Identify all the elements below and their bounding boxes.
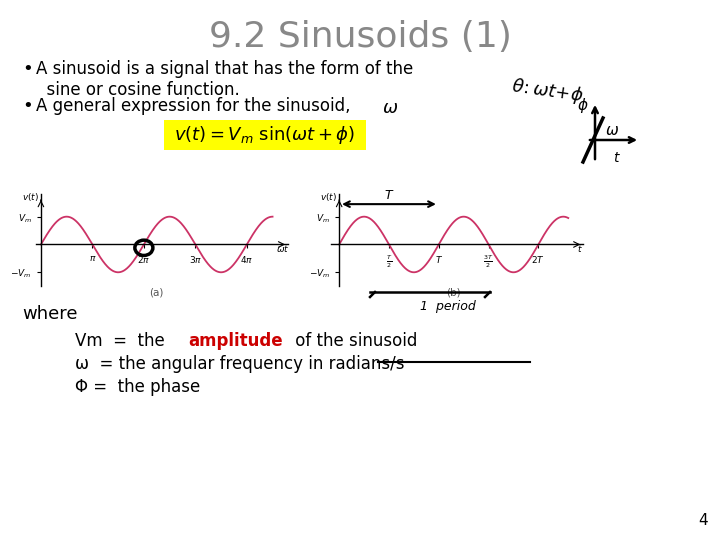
Text: $\phi$: $\phi$ [577,96,588,115]
Text: A general expression for the sinusoid,: A general expression for the sinusoid, [36,97,351,115]
Text: of the sinusoid: of the sinusoid [290,332,418,350]
Text: $\omega$: $\omega$ [605,123,619,138]
Text: ω  = the angular frequency in radians/s: ω = the angular frequency in radians/s [75,355,405,373]
Text: $t$: $t$ [613,151,621,165]
Text: •: • [22,97,32,115]
Text: (a): (a) [150,288,164,298]
Text: $t$: $t$ [577,243,583,254]
Text: A sinusoid is a signal that has the form of the
  sine or cosine function.: A sinusoid is a signal that has the form… [36,60,413,99]
Text: 9.2 Sinusoids (1): 9.2 Sinusoids (1) [209,20,511,54]
Text: $\omega$: $\omega$ [382,99,398,117]
Text: (b): (b) [446,288,461,298]
Text: $v(t)$: $v(t)$ [22,191,40,203]
Text: Vm  =  the: Vm = the [75,332,170,350]
Text: where: where [22,305,78,323]
Text: $\omega t$: $\omega t$ [276,243,289,254]
Text: 4: 4 [698,513,708,528]
Text: Φ =  the phase: Φ = the phase [75,378,200,396]
Text: $T$: $T$ [384,188,394,201]
Text: 1  period: 1 period [420,300,476,313]
FancyBboxPatch shape [164,120,366,150]
Text: $\theta\!:\omega t\!+\!\phi$: $\theta\!:\omega t\!+\!\phi$ [510,75,585,107]
Text: $v(t) = V_m\ \sin(\omega t + \phi)$: $v(t) = V_m\ \sin(\omega t + \phi)$ [174,124,356,146]
Text: •: • [22,60,32,78]
Text: amplitude: amplitude [188,332,283,350]
Text: $v(t)$: $v(t)$ [320,191,337,203]
